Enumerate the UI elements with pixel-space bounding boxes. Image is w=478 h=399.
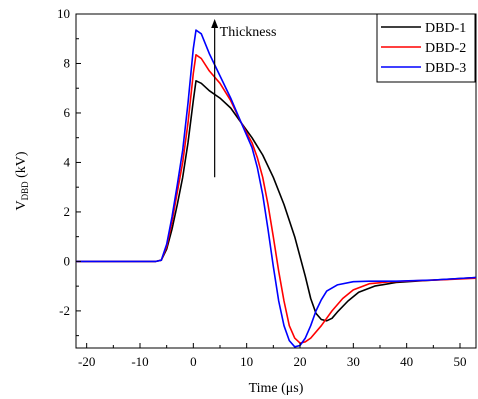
x-tick-label: 50 <box>454 354 467 369</box>
y-axis-title-main: V <box>14 200 29 210</box>
plot-frame <box>75 13 477 349</box>
thickness-annotation: Thickness <box>220 25 277 40</box>
legend-box <box>376 13 476 83</box>
x-tick-label: 0 <box>190 354 197 369</box>
legend-label-2: DBD-2 <box>425 41 466 56</box>
plot-border <box>75 13 477 349</box>
legend: DBD-1 DBD-2 DBD-3 <box>376 13 476 83</box>
series-layer <box>76 29 477 348</box>
x-tick-label: 40 <box>400 354 413 369</box>
x-tick-label: -10 <box>131 354 148 369</box>
y-tick-label: 6 <box>64 105 71 120</box>
series-line-1 <box>76 80 477 322</box>
x-tick-label: -20 <box>78 354 95 369</box>
thickness-arrow-head <box>211 18 219 28</box>
y-tick-label: 2 <box>64 204 71 219</box>
annotation-layer: Thickness <box>211 18 277 178</box>
y-tick-label: 0 <box>64 253 71 268</box>
y-tick-label: 8 <box>64 55 71 70</box>
x-tick-label: 30 <box>347 354 360 369</box>
y-axis-title: VDBD (kV) <box>14 151 30 210</box>
legend-label-1: DBD-1 <box>425 21 466 36</box>
y-axis-title-unit: (kV) <box>14 151 29 181</box>
x-tick-label: 10 <box>240 354 253 369</box>
series-line-2 <box>76 54 477 344</box>
series-line-3 <box>76 29 477 348</box>
x-axis-title: Time (μs) <box>249 381 304 396</box>
y-tick-label: 10 <box>57 6 70 21</box>
y-tick-label: -2 <box>59 303 70 318</box>
legend-label-3: DBD-3 <box>425 61 466 76</box>
x-tick-label: 20 <box>294 354 307 369</box>
y-axis-title-sub: DBD <box>20 181 30 201</box>
y-tick-label: 4 <box>64 154 71 169</box>
